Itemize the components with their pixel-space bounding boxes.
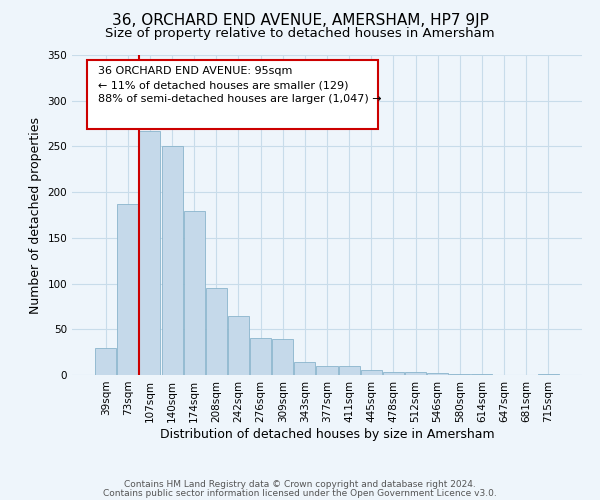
Bar <box>449 374 470 375</box>
Bar <box>228 316 249 375</box>
Bar <box>272 340 293 375</box>
Bar <box>316 366 338 375</box>
Bar <box>161 146 182 375</box>
Bar <box>538 374 559 375</box>
Bar <box>184 212 205 375</box>
Bar <box>139 131 160 375</box>
Bar <box>405 372 426 375</box>
Bar <box>361 370 382 375</box>
Bar <box>250 338 271 375</box>
Bar <box>472 374 493 375</box>
Bar <box>118 204 139 375</box>
Text: Size of property relative to detached houses in Amersham: Size of property relative to detached ho… <box>105 28 495 40</box>
X-axis label: Distribution of detached houses by size in Amersham: Distribution of detached houses by size … <box>160 428 494 440</box>
Text: Contains HM Land Registry data © Crown copyright and database right 2024.: Contains HM Land Registry data © Crown c… <box>124 480 476 489</box>
Text: 36 ORCHARD END AVENUE: 95sqm
← 11% of detached houses are smaller (129)
88% of s: 36 ORCHARD END AVENUE: 95sqm ← 11% of de… <box>97 66 381 104</box>
FancyBboxPatch shape <box>88 60 378 128</box>
Bar <box>383 372 404 375</box>
Bar <box>427 373 448 375</box>
Text: 36, ORCHARD END AVENUE, AMERSHAM, HP7 9JP: 36, ORCHARD END AVENUE, AMERSHAM, HP7 9J… <box>112 12 488 28</box>
Text: Contains public sector information licensed under the Open Government Licence v3: Contains public sector information licen… <box>103 488 497 498</box>
Bar <box>295 362 316 375</box>
Bar <box>95 348 116 375</box>
Bar <box>206 288 227 375</box>
Y-axis label: Number of detached properties: Number of detached properties <box>29 116 42 314</box>
Bar <box>338 366 359 375</box>
